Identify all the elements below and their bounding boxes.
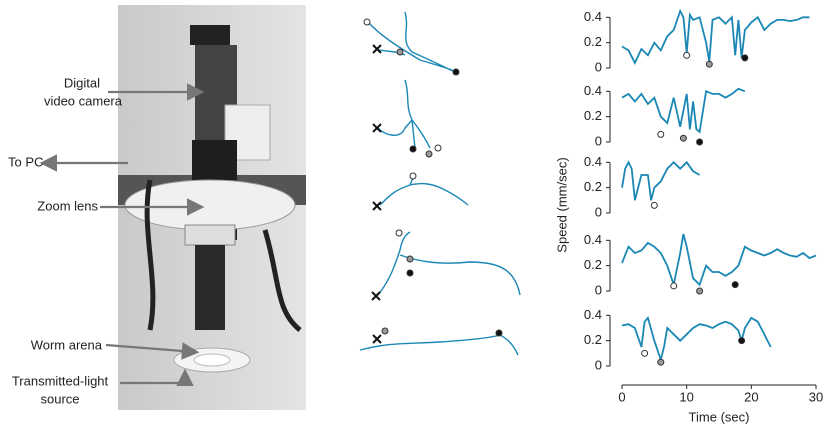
- y-tick-label: 0.4: [584, 232, 602, 247]
- event-marker: [696, 138, 704, 146]
- x-tick-label: 10: [679, 389, 693, 404]
- x-tick-label: 0: [618, 389, 625, 404]
- y-tick-label: 0.4: [584, 83, 602, 98]
- event-marker: [683, 51, 691, 59]
- event-marker: [650, 201, 658, 209]
- photo-annotations: Digital video camera To PC Zoom lens Wor…: [8, 75, 205, 406]
- y-tick-label: 0.2: [584, 108, 602, 123]
- event-marker: [657, 358, 665, 366]
- y-tick-label: 0.2: [584, 34, 602, 49]
- label: Transmitted-light: [12, 373, 109, 388]
- event-marker: [705, 60, 713, 68]
- event-marker: [670, 282, 678, 290]
- arrow: [120, 368, 194, 387]
- x-tick-label: 20: [744, 389, 758, 404]
- y-tick-label: 0: [595, 282, 602, 297]
- y-tick-label: 0: [595, 59, 602, 74]
- event-marker: [696, 287, 704, 295]
- apparatus-photo: [118, 5, 306, 410]
- event-marker: [679, 134, 687, 142]
- y-tick-label: 0.2: [584, 179, 602, 194]
- y-tick-label: 0: [595, 204, 602, 219]
- speed-trace: [621, 233, 817, 289]
- label: source: [40, 391, 79, 406]
- y-tick-label: 0.4: [584, 154, 602, 169]
- y-tick-label: 0: [595, 357, 602, 372]
- event-marker: [657, 130, 665, 138]
- speed-trace: [621, 316, 772, 363]
- y-tick-label: 0.2: [584, 332, 602, 347]
- label: video camera: [44, 93, 123, 108]
- x-axis-label: Time (sec): [689, 409, 750, 424]
- start-markers: [371, 44, 382, 344]
- event-marker: [641, 349, 649, 357]
- y-tick-label: 0.4: [584, 9, 602, 24]
- trajectories: [359, 11, 521, 356]
- arrow: [105, 342, 200, 360]
- y-tick-label: 0: [595, 133, 602, 148]
- event-marker: [741, 54, 749, 62]
- y-tick-label: 0.4: [584, 307, 602, 322]
- label: To PC: [8, 154, 43, 169]
- event-marker: [731, 281, 739, 289]
- x-tick-label: 30: [809, 389, 823, 404]
- label: Worm arena: [31, 337, 103, 352]
- speed-trace: [621, 87, 746, 134]
- speed-trace: [621, 160, 701, 201]
- event-marker: [738, 337, 746, 345]
- trajectory-events: [363, 18, 503, 337]
- y-tick-label: 0.2: [584, 257, 602, 272]
- label: Digital: [64, 75, 100, 90]
- label: Zoom lens: [37, 198, 98, 213]
- speed-trace: [621, 8, 810, 65]
- y-axis-label: Speed (mm/sec): [554, 157, 569, 252]
